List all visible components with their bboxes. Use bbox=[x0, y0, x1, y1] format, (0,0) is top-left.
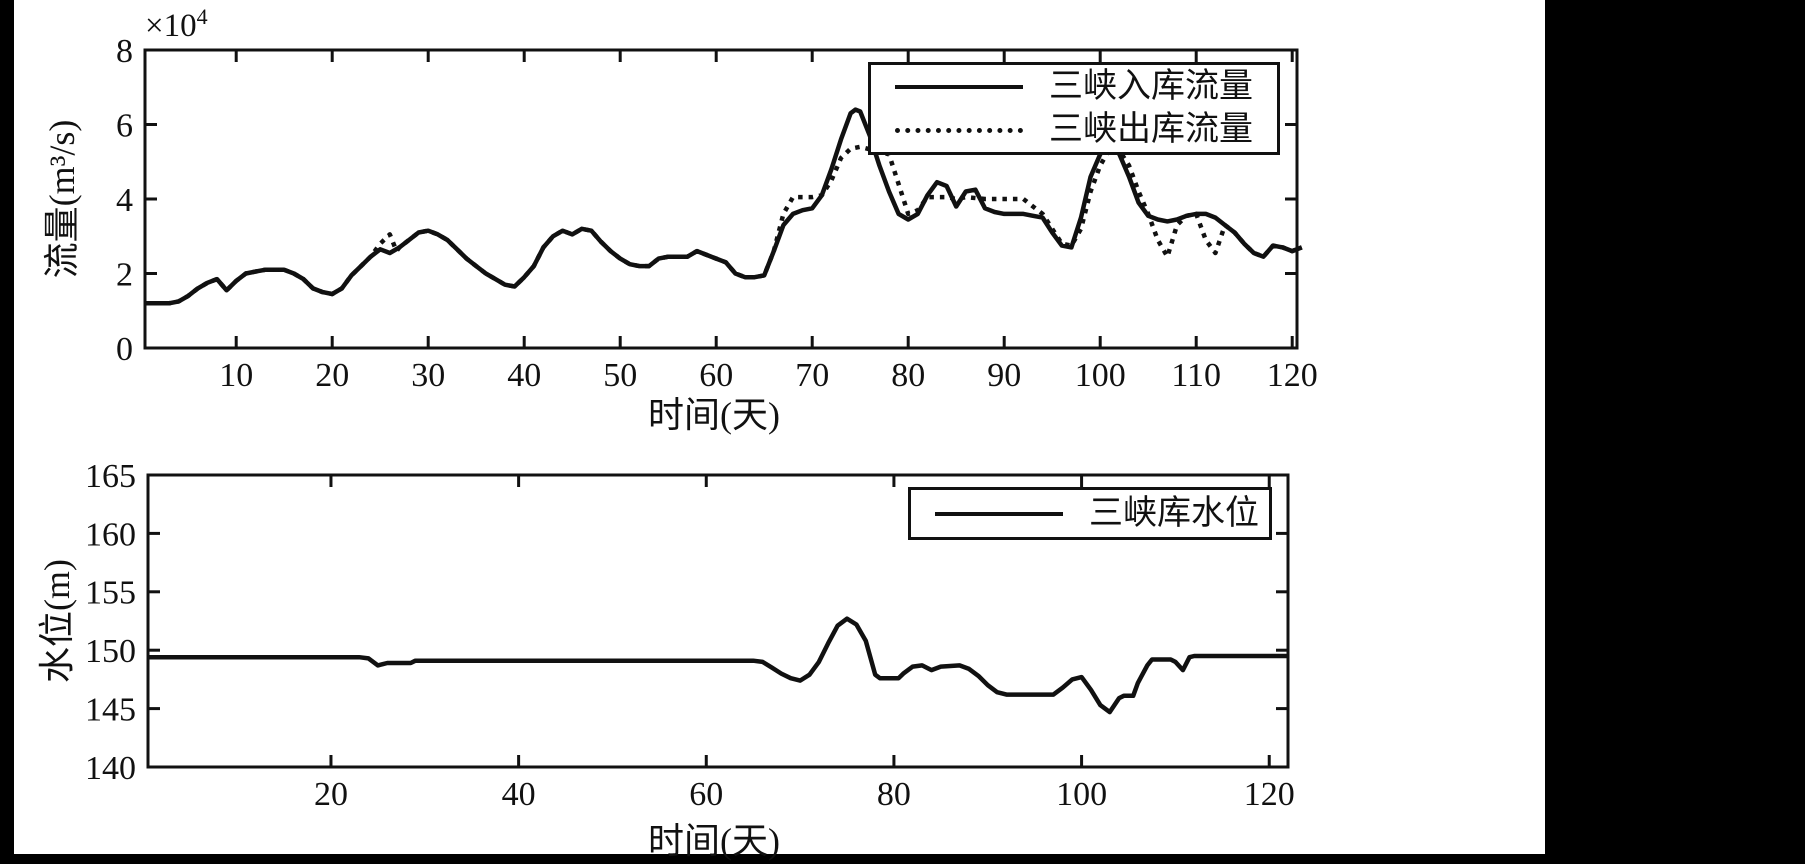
y-tick-label: 150 bbox=[85, 633, 136, 670]
x-tick-label: 100 bbox=[1075, 357, 1126, 394]
flow-y-axis-title: 流量(m³/s) bbox=[42, 119, 82, 279]
x-tick-label: 100 bbox=[1056, 776, 1107, 813]
legend-label-level: 三峡库水位 bbox=[1089, 494, 1259, 532]
x-tick-label: 20 bbox=[315, 357, 349, 394]
y-tick-label: 165 bbox=[85, 458, 136, 495]
legend-entry-outflow: 三峡出库流量 bbox=[871, 113, 1277, 147]
legend-label-outflow: 三峡出库流量 bbox=[1049, 111, 1253, 149]
x-tick-label: 110 bbox=[1171, 357, 1221, 394]
legend-label-inflow: 三峡入库流量 bbox=[1049, 67, 1253, 105]
dotted-line-sample bbox=[895, 127, 1023, 133]
x-tick-label: 20 bbox=[314, 776, 348, 813]
x-tick-label: 80 bbox=[877, 776, 911, 813]
level-y-axis-title: 水位(m) bbox=[37, 559, 77, 683]
x-tick-label: 90 bbox=[987, 357, 1021, 394]
series-三峡出库流量 bbox=[145, 144, 1303, 306]
y-tick-label: 0 bbox=[116, 331, 133, 368]
level-x-axis-title: 时间(天) bbox=[648, 821, 780, 861]
two-panel-line-chart: 10 20 30 40 50 60 70 80 90 100 110 120 0 2 4 6 8 20 40 60 80… bbox=[85, 33, 1318, 813]
y-tick-label: 2 bbox=[116, 256, 133, 293]
solid-line-sample bbox=[895, 84, 1023, 89]
x-tick-label: 10 bbox=[219, 357, 253, 394]
y-tick-label: 160 bbox=[85, 516, 136, 553]
y-tick-label: 155 bbox=[85, 575, 136, 612]
x-tick-label: 40 bbox=[502, 776, 536, 813]
y-tick-label: 6 bbox=[116, 107, 133, 144]
x-tick-label: 80 bbox=[891, 357, 925, 394]
y-tick-label: 4 bbox=[116, 182, 133, 219]
offset-exponent: 4 bbox=[196, 4, 208, 29]
x-tick-label: 40 bbox=[507, 357, 541, 394]
x-tick-label: 120 bbox=[1244, 776, 1295, 813]
x-tick-label: 60 bbox=[689, 776, 723, 813]
axes-box bbox=[146, 473, 1290, 769]
series-三峡库水位 bbox=[148, 616, 1288, 715]
y-tick-label: 8 bbox=[116, 33, 133, 70]
chart-flow: 10 20 30 40 50 60 70 80 90 100 110 120 0 2 4 6 8 bbox=[116, 33, 1318, 394]
legend-entry-inflow: 三峡入库流量 bbox=[871, 67, 1277, 105]
flow-legend: 三峡入库流量 三峡出库流量 bbox=[868, 62, 1280, 155]
chart-level: 20 40 60 80 100 120 140 145 150 155 160 165 bbox=[85, 458, 1295, 813]
y-axis-offset-label: ×104 bbox=[145, 4, 208, 45]
x-tick-label: 70 bbox=[795, 357, 829, 394]
x-tick-label: 50 bbox=[603, 357, 637, 394]
solid-line-sample bbox=[935, 511, 1063, 516]
flow-x-axis-title: 时间(天) bbox=[648, 395, 780, 435]
offset-base: ×10 bbox=[145, 8, 197, 44]
x-tick-label: 60 bbox=[699, 357, 733, 394]
x-tick-label: 120 bbox=[1267, 357, 1318, 394]
x-tick-label: 30 bbox=[411, 357, 445, 394]
level-legend: 三峡库水位 bbox=[908, 487, 1272, 540]
y-tick-label: 140 bbox=[85, 750, 136, 787]
legend-entry-level: 三峡库水位 bbox=[911, 494, 1269, 532]
y-tick-label: 145 bbox=[85, 692, 136, 729]
figure-canvas: 10 20 30 40 50 60 70 80 90 100 110 120 0 2 4 6 8 20 40 60 80… bbox=[14, 0, 1545, 861]
